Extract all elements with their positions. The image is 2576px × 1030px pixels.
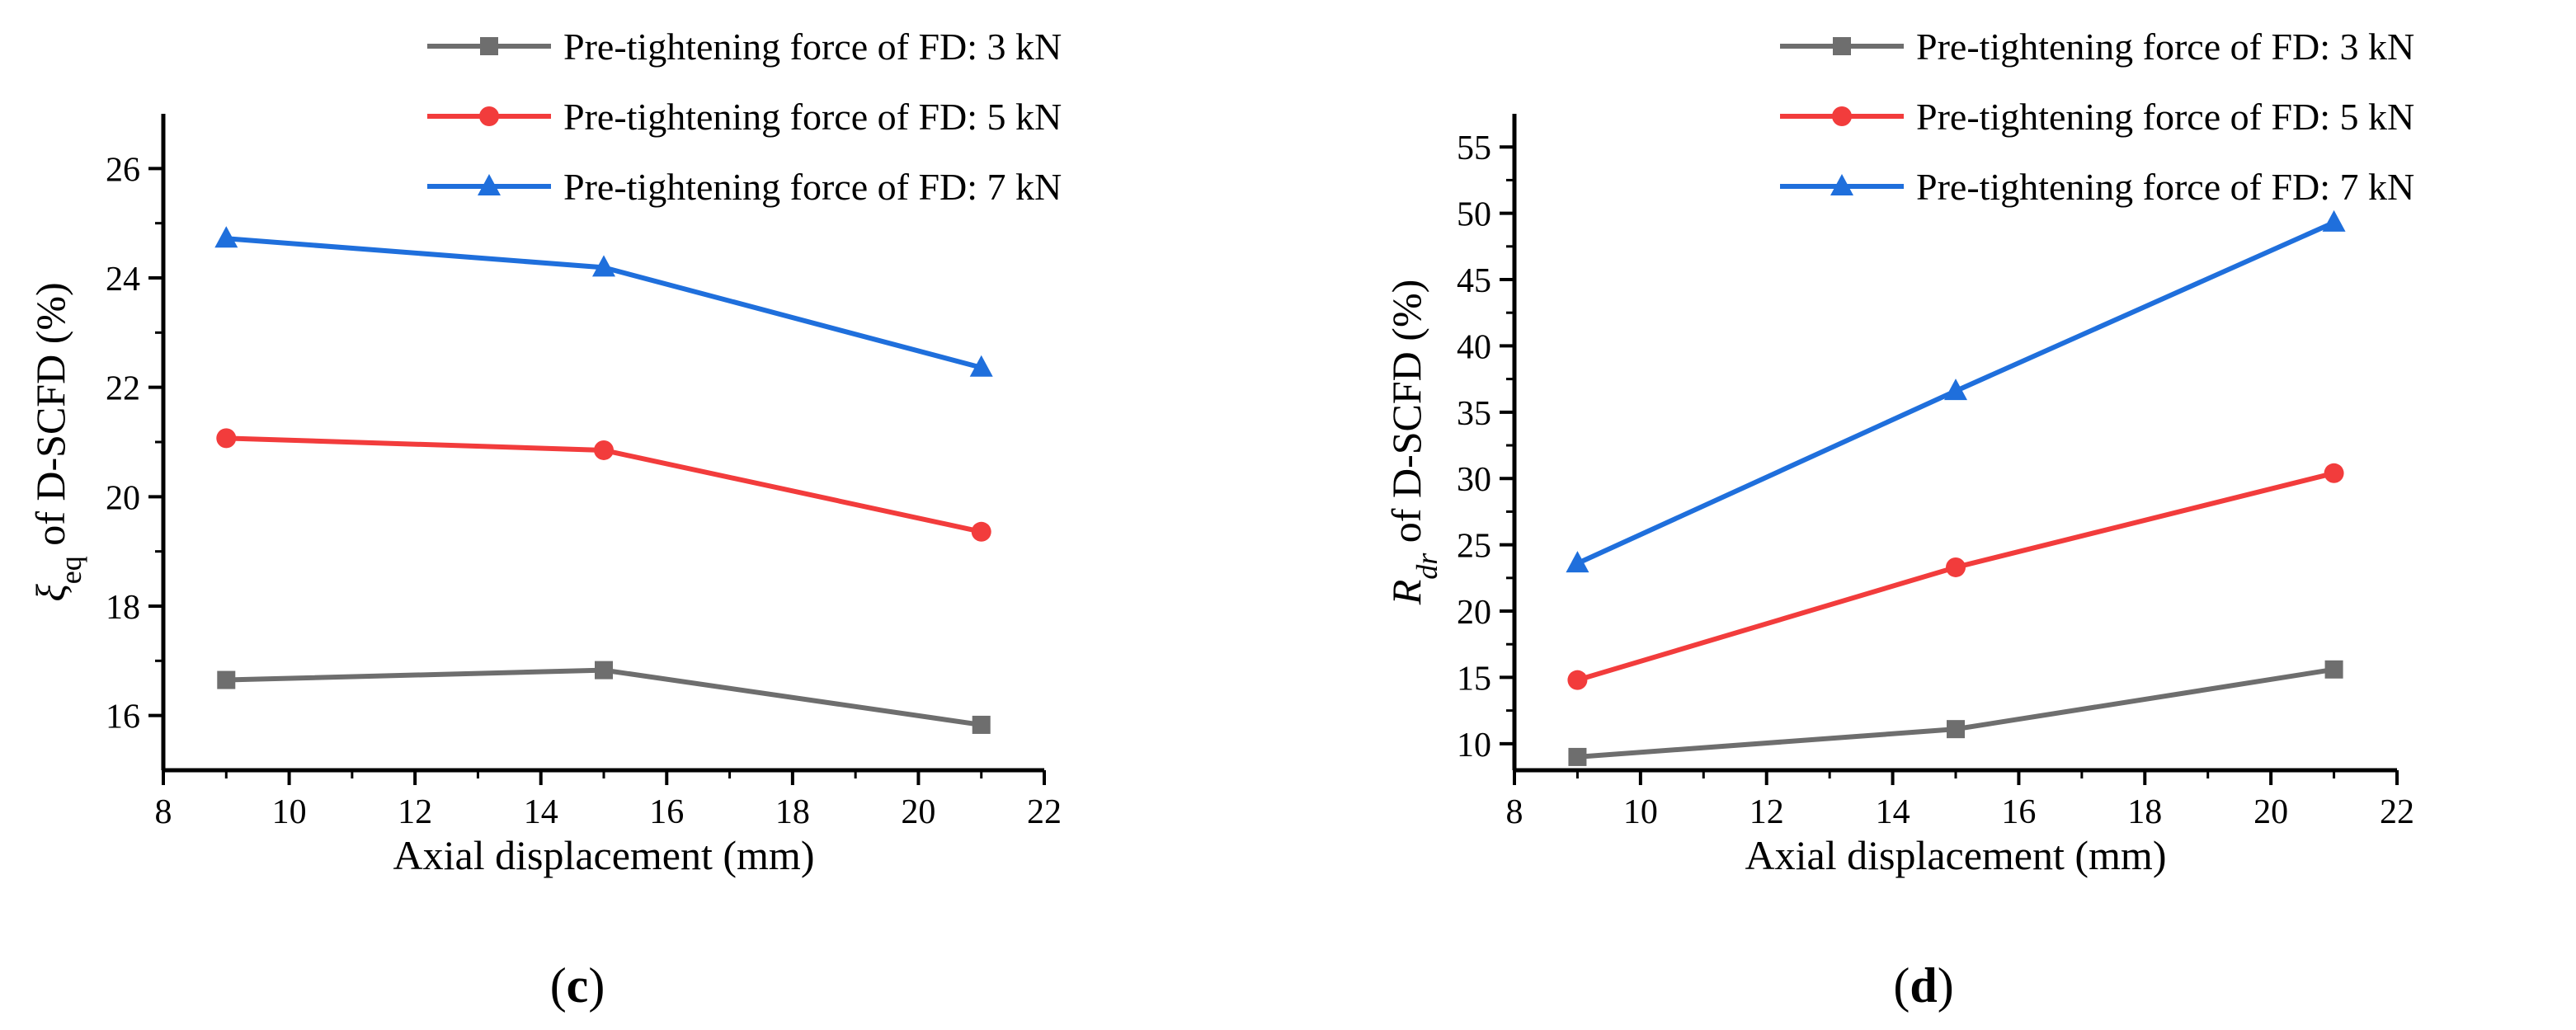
legend-label: Pre-tightening force of FD: 5 kN bbox=[1916, 96, 2414, 138]
legend-entry-3: Pre-tightening force of FD: 7 kN bbox=[427, 166, 1062, 208]
data-point bbox=[592, 255, 615, 277]
x-tick-label: 10 bbox=[1623, 793, 1658, 831]
chart-panel-c: 8 10 12 14 16 18 20 22 16 18 20 22 24 26 Axial displac… bbox=[27, 26, 1062, 1013]
panel-label-close: ) bbox=[1938, 958, 1954, 1013]
legend-entry-1: Pre-tightening force of FD: 3 kN bbox=[1780, 26, 2414, 68]
x-tick-label: 16 bbox=[2001, 793, 2036, 831]
series-1 bbox=[217, 661, 991, 734]
y-axis-label: ξeq of D-SCFD (%) bbox=[27, 282, 87, 601]
x-axis-label: Axial displacement (mm) bbox=[1745, 832, 2167, 878]
data-point bbox=[1946, 557, 1966, 577]
data-point bbox=[1566, 551, 1589, 573]
data-point bbox=[2324, 660, 2343, 679]
x-tick-label: 14 bbox=[524, 793, 558, 831]
data-point bbox=[969, 355, 993, 377]
legend-label: Pre-tightening force of FD: 7 kN bbox=[563, 166, 1062, 208]
series-3 bbox=[214, 226, 993, 377]
series-2 bbox=[216, 428, 991, 542]
y-tick-label: 16 bbox=[106, 698, 140, 736]
data-point bbox=[1947, 720, 1965, 739]
legend-entry-3: Pre-tightening force of FD: 7 kN bbox=[1780, 166, 2414, 208]
data-point bbox=[216, 428, 237, 449]
legend-marker bbox=[478, 174, 501, 195]
y-axis-label-text: of D-SCFD (%) bbox=[1383, 280, 1429, 553]
y-axis-label-subscript: eq bbox=[54, 556, 87, 584]
legend-marker bbox=[1833, 37, 1851, 55]
y-tick-label: 22 bbox=[106, 370, 140, 408]
y-tick-label: 40 bbox=[1457, 328, 1491, 366]
legend-label: Pre-tightening force of FD: 7 kN bbox=[1916, 166, 2414, 208]
y-tick-label: 55 bbox=[1457, 129, 1491, 167]
legend-marker bbox=[1830, 174, 1853, 195]
x-tick-label: 18 bbox=[775, 793, 810, 831]
panel-label-open: ( bbox=[550, 958, 567, 1013]
legend-entry-2: Pre-tightening force of FD: 5 kN bbox=[427, 96, 1062, 138]
x-tick-label: 20 bbox=[901, 793, 935, 831]
x-axis-label: Axial displacement (mm) bbox=[393, 832, 815, 878]
y-tick-label: 15 bbox=[1457, 660, 1491, 698]
legend-entry-1: Pre-tightening force of FD: 3 kN bbox=[427, 26, 1062, 68]
data-point bbox=[1944, 379, 1967, 401]
y-axis-label-subscript: dr bbox=[1410, 553, 1443, 580]
x-tick-label: 18 bbox=[2127, 793, 2162, 831]
data-point bbox=[2322, 209, 2346, 232]
x-tick-label: 8 bbox=[155, 793, 172, 831]
x-tick-label: 10 bbox=[272, 793, 307, 831]
series-line bbox=[1577, 666, 2335, 760]
data-point bbox=[2324, 463, 2344, 483]
panel-label-letter: c bbox=[567, 958, 589, 1013]
data-point bbox=[214, 226, 238, 248]
y-tick-label: 18 bbox=[106, 589, 140, 627]
series-3 bbox=[1566, 209, 2346, 573]
panel-label: (d) bbox=[1893, 958, 1953, 1013]
legend-marker bbox=[479, 106, 499, 126]
y-axis-label-text: of D-SCFD (%) bbox=[27, 282, 73, 556]
data-point bbox=[1568, 747, 1587, 766]
legend-marker bbox=[1832, 106, 1852, 126]
panel-label: (c) bbox=[550, 958, 605, 1013]
panel-label-open: ( bbox=[1893, 958, 1910, 1013]
chart-panel-d: 8 10 12 14 16 18 20 22 10 15 20 25 30 35 40 45 50 55 Axial… bbox=[1383, 26, 2414, 1013]
legend-label: Pre-tightening force of FD: 3 kN bbox=[563, 26, 1062, 68]
series-1 bbox=[1568, 660, 2343, 766]
data-point bbox=[971, 521, 991, 542]
y-tick-label: 20 bbox=[106, 479, 140, 517]
y-tick-label: 50 bbox=[1457, 196, 1491, 234]
y-tick-label: 45 bbox=[1457, 262, 1491, 300]
legend-label: Pre-tightening force of FD: 5 kN bbox=[563, 96, 1062, 138]
x-tick-label: 8 bbox=[1506, 793, 1523, 831]
x-tick-label: 12 bbox=[398, 793, 432, 831]
data-point bbox=[594, 440, 614, 460]
y-tick-label: 20 bbox=[1457, 594, 1491, 632]
x-tick-label: 16 bbox=[649, 793, 684, 831]
panel-label-letter: d bbox=[1910, 958, 1937, 1013]
y-axis-label-symbol: ξ bbox=[27, 584, 73, 602]
x-tick-label: 20 bbox=[2253, 793, 2288, 831]
legend-marker bbox=[480, 37, 498, 55]
y-tick-label: 26 bbox=[106, 151, 140, 189]
legend-entry-2: Pre-tightening force of FD: 5 kN bbox=[1780, 96, 2414, 138]
data-point bbox=[595, 661, 613, 680]
legend-label: Pre-tightening force of FD: 3 kN bbox=[1916, 26, 2414, 68]
data-point bbox=[1567, 670, 1588, 690]
y-tick-label: 25 bbox=[1457, 528, 1491, 566]
y-axis-label-symbol: R bbox=[1383, 580, 1429, 606]
data-point bbox=[972, 715, 991, 734]
y-axis-label: Rdr of D-SCFD (%) bbox=[1383, 280, 1443, 606]
y-tick-label: 24 bbox=[106, 261, 140, 299]
y-tick-label: 30 bbox=[1457, 461, 1491, 499]
y-tick-label: 35 bbox=[1457, 395, 1491, 433]
series-2 bbox=[1567, 463, 2344, 690]
data-point bbox=[217, 670, 236, 689]
y-tick-label: 10 bbox=[1457, 727, 1491, 764]
x-tick-label: 22 bbox=[2380, 793, 2414, 831]
x-tick-label: 22 bbox=[1027, 793, 1062, 831]
panel-label-close: ) bbox=[588, 958, 605, 1013]
x-tick-label: 12 bbox=[1750, 793, 1784, 831]
x-tick-label: 14 bbox=[1876, 793, 1910, 831]
